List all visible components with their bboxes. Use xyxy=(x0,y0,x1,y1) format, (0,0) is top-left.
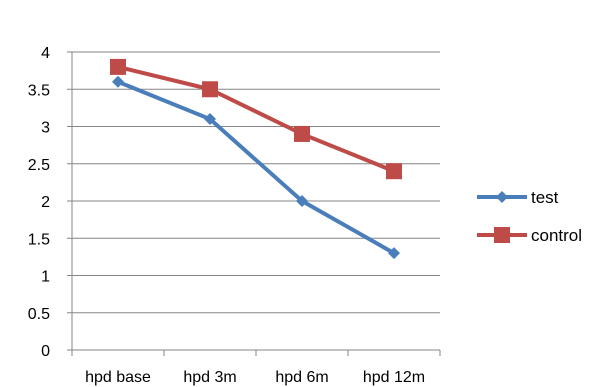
legend-marker xyxy=(494,227,510,243)
test-data-point xyxy=(388,247,400,260)
test-data-point xyxy=(112,75,124,88)
x-tick-label: hpd base xyxy=(85,369,151,386)
control-data-point xyxy=(110,58,126,75)
legend: test control xyxy=(477,188,582,245)
y-tick-label: 0.5 xyxy=(28,306,50,323)
series-line xyxy=(117,79,395,255)
control-data-point xyxy=(294,125,310,142)
legend-marker xyxy=(496,191,508,203)
y-tick-label: 3.5 xyxy=(28,82,50,99)
legend-label: test xyxy=(531,188,559,207)
legend-entry-test: test xyxy=(477,188,559,207)
x-tick-label: hpd 12m xyxy=(363,369,425,386)
axes xyxy=(67,51,441,356)
legend-label: control xyxy=(531,226,582,245)
legend-entry-control: control xyxy=(477,226,582,245)
y-tick-label: 1.5 xyxy=(28,231,50,248)
control-data-point xyxy=(386,163,402,180)
y-tick-label: 1 xyxy=(41,269,50,286)
series-control xyxy=(110,58,402,180)
y-tick-label: 2.5 xyxy=(28,157,50,174)
y-tick-label: 4 xyxy=(41,45,50,62)
x-tick-labels: hpd base hpd 3m hpd 6m hpd 12m xyxy=(85,369,425,386)
series-line xyxy=(117,64,395,174)
x-tick-label: hpd 6m xyxy=(275,369,328,386)
y-tick-label: 3 xyxy=(41,120,50,137)
test-data-point xyxy=(204,113,216,126)
y-tick-label: 2 xyxy=(41,194,50,211)
y-tick-label: 0 xyxy=(41,343,50,360)
x-tick-label: hpd 3m xyxy=(183,369,236,386)
series xyxy=(110,58,402,260)
gridlines xyxy=(72,51,440,314)
control-data-point xyxy=(202,81,218,98)
series-test xyxy=(112,75,400,260)
test-data-point xyxy=(296,195,308,207)
y-tick-labels: 0 0.5 1 1.5 2 2.5 3 3.5 4 xyxy=(28,45,50,360)
